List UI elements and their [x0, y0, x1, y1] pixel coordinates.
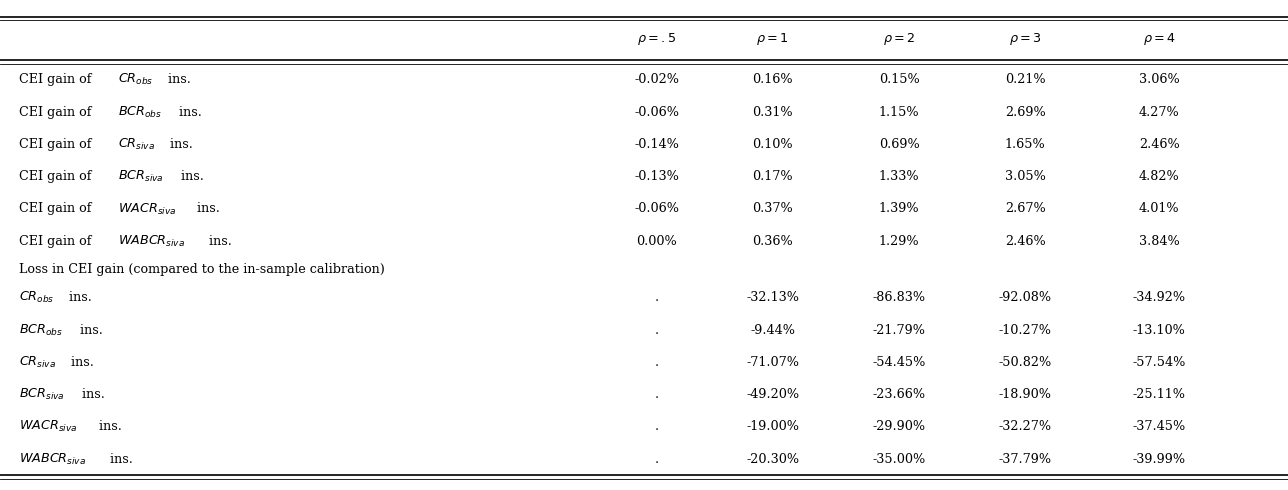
Text: 1.65%: 1.65% — [1005, 138, 1046, 151]
Text: -54.45%: -54.45% — [872, 356, 926, 369]
Text: -19.00%: -19.00% — [746, 420, 800, 433]
Text: $CR_{obs}$: $CR_{obs}$ — [19, 290, 54, 305]
Text: -0.13%: -0.13% — [635, 170, 679, 183]
Text: ins.: ins. — [64, 291, 91, 304]
Text: CEI gain of: CEI gain of — [19, 74, 95, 86]
Text: .: . — [654, 291, 659, 304]
Text: 4.82%: 4.82% — [1139, 170, 1180, 183]
Text: .: . — [654, 420, 659, 433]
Text: ins.: ins. — [95, 420, 121, 433]
Text: -39.99%: -39.99% — [1132, 453, 1186, 466]
Text: CEI gain of: CEI gain of — [19, 202, 95, 216]
Text: ins.: ins. — [178, 170, 204, 183]
Text: 3.05%: 3.05% — [1005, 170, 1046, 183]
Text: ins.: ins. — [76, 323, 103, 337]
Text: .: . — [654, 453, 659, 466]
Text: 4.27%: 4.27% — [1139, 106, 1180, 119]
Text: -34.92%: -34.92% — [1132, 291, 1186, 304]
Text: 0.36%: 0.36% — [752, 235, 793, 248]
Text: 0.16%: 0.16% — [752, 74, 793, 86]
Text: $WABCR_{siva}$: $WABCR_{siva}$ — [118, 234, 185, 249]
Text: $BCR_{obs}$: $BCR_{obs}$ — [118, 104, 162, 120]
Text: -20.30%: -20.30% — [746, 453, 800, 466]
Text: -71.07%: -71.07% — [746, 356, 800, 369]
Text: -92.08%: -92.08% — [998, 291, 1052, 304]
Text: $WACR_{siva}$: $WACR_{siva}$ — [19, 419, 77, 435]
Text: ins.: ins. — [175, 106, 202, 119]
Text: Loss in CEI gain (compared to the in-sample calibration): Loss in CEI gain (compared to the in-sam… — [19, 263, 385, 276]
Text: 0.10%: 0.10% — [752, 138, 793, 151]
Text: $\rho = 2$: $\rho = 2$ — [882, 31, 916, 47]
Text: -35.00%: -35.00% — [872, 453, 926, 466]
Text: ins.: ins. — [205, 235, 232, 248]
Text: .: . — [654, 323, 659, 337]
Text: $CR_{siva}$: $CR_{siva}$ — [19, 355, 57, 370]
Text: $BCR_{siva}$: $BCR_{siva}$ — [118, 169, 164, 184]
Text: 0.31%: 0.31% — [752, 106, 793, 119]
Text: 4.01%: 4.01% — [1139, 202, 1180, 216]
Text: $\rho = 1$: $\rho = 1$ — [756, 31, 790, 47]
Text: -18.90%: -18.90% — [998, 388, 1052, 401]
Text: 1.29%: 1.29% — [878, 235, 920, 248]
Text: .: . — [654, 388, 659, 401]
Text: ins.: ins. — [67, 356, 94, 369]
Text: -0.06%: -0.06% — [635, 202, 679, 216]
Text: .: . — [654, 356, 659, 369]
Text: $WACR_{siva}$: $WACR_{siva}$ — [118, 201, 176, 217]
Text: -29.90%: -29.90% — [872, 420, 926, 433]
Text: 2.67%: 2.67% — [1005, 202, 1046, 216]
Text: ins.: ins. — [193, 202, 220, 216]
Text: -49.20%: -49.20% — [746, 388, 800, 401]
Text: CEI gain of: CEI gain of — [19, 106, 95, 119]
Text: -32.13%: -32.13% — [746, 291, 800, 304]
Text: 1.39%: 1.39% — [878, 202, 920, 216]
Text: CEI gain of: CEI gain of — [19, 138, 95, 151]
Text: 0.37%: 0.37% — [752, 202, 793, 216]
Text: -0.02%: -0.02% — [635, 74, 679, 86]
Text: 0.00%: 0.00% — [636, 235, 677, 248]
Text: -10.27%: -10.27% — [998, 323, 1052, 337]
Text: ins.: ins. — [79, 388, 106, 401]
Text: 2.46%: 2.46% — [1139, 138, 1180, 151]
Text: 2.69%: 2.69% — [1005, 106, 1046, 119]
Text: -32.27%: -32.27% — [998, 420, 1052, 433]
Text: $BCR_{obs}$: $BCR_{obs}$ — [19, 322, 63, 338]
Text: ins.: ins. — [106, 453, 133, 466]
Text: -37.79%: -37.79% — [998, 453, 1052, 466]
Text: -50.82%: -50.82% — [998, 356, 1052, 369]
Text: 2.46%: 2.46% — [1005, 235, 1046, 248]
Text: 0.21%: 0.21% — [1005, 74, 1046, 86]
Text: -9.44%: -9.44% — [751, 323, 795, 337]
Text: 1.15%: 1.15% — [878, 106, 920, 119]
Text: $WABCR_{siva}$: $WABCR_{siva}$ — [19, 452, 86, 466]
Text: -37.45%: -37.45% — [1132, 420, 1186, 433]
Text: -0.06%: -0.06% — [635, 106, 679, 119]
Text: -86.83%: -86.83% — [872, 291, 926, 304]
Text: 1.33%: 1.33% — [878, 170, 920, 183]
Text: $CR_{obs}$: $CR_{obs}$ — [118, 73, 153, 87]
Text: $BCR_{siva}$: $BCR_{siva}$ — [19, 387, 66, 402]
Text: ins.: ins. — [164, 74, 191, 86]
Text: ins.: ins. — [166, 138, 193, 151]
Text: CEI gain of: CEI gain of — [19, 170, 95, 183]
Text: 0.15%: 0.15% — [878, 74, 920, 86]
Text: -21.79%: -21.79% — [872, 323, 926, 337]
Text: 3.84%: 3.84% — [1139, 235, 1180, 248]
Text: CEI gain of: CEI gain of — [19, 235, 95, 248]
Text: -0.14%: -0.14% — [635, 138, 679, 151]
Text: $\rho = .5$: $\rho = .5$ — [638, 31, 676, 47]
Text: $\rho = 3$: $\rho = 3$ — [1009, 31, 1042, 47]
Text: $\rho = 4$: $\rho = 4$ — [1142, 31, 1176, 47]
Text: -25.11%: -25.11% — [1132, 388, 1186, 401]
Text: $CR_{siva}$: $CR_{siva}$ — [118, 137, 155, 152]
Text: -57.54%: -57.54% — [1132, 356, 1186, 369]
Text: -23.66%: -23.66% — [872, 388, 926, 401]
Text: -13.10%: -13.10% — [1132, 323, 1186, 337]
Text: 3.06%: 3.06% — [1139, 74, 1180, 86]
Text: 0.69%: 0.69% — [878, 138, 920, 151]
Text: 0.17%: 0.17% — [752, 170, 793, 183]
